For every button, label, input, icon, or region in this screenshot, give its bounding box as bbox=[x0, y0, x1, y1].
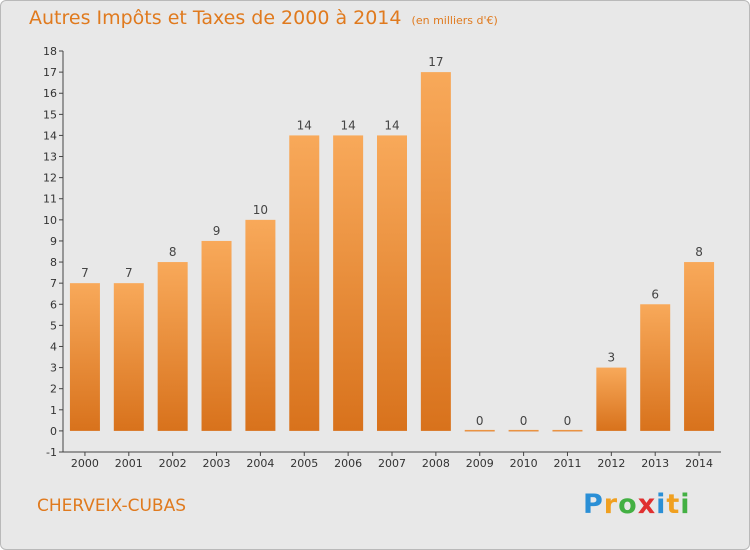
y-tick-label: 14 bbox=[43, 129, 57, 142]
y-tick-label: 10 bbox=[43, 214, 57, 227]
bar-value-label: 6 bbox=[651, 287, 659, 301]
y-tick-label: 15 bbox=[43, 108, 57, 121]
logo-letter: x bbox=[637, 489, 657, 520]
x-tick-label: 2001 bbox=[115, 457, 143, 470]
y-tick-label: -1 bbox=[46, 446, 57, 459]
bar-value-label: 10 bbox=[253, 203, 268, 217]
bar bbox=[552, 429, 583, 432]
bar-value-label: 0 bbox=[476, 414, 484, 428]
x-tick-label: 2007 bbox=[378, 457, 406, 470]
bar-value-label: 0 bbox=[564, 414, 572, 428]
y-tick-label: 11 bbox=[43, 193, 57, 206]
bar-value-label: 9 bbox=[213, 224, 221, 238]
x-tick-label: 2000 bbox=[71, 457, 99, 470]
y-tick-label: 12 bbox=[43, 172, 57, 185]
bar bbox=[640, 304, 671, 431]
bar bbox=[69, 283, 100, 431]
bar-value-label: 0 bbox=[520, 414, 528, 428]
logo-letter: i bbox=[680, 489, 691, 520]
chart-title: Autres Impôts et Taxes de 2000 à 2014 bbox=[29, 7, 402, 29]
bar bbox=[684, 262, 715, 431]
y-tick-label: 6 bbox=[50, 298, 57, 311]
bar-value-label: 7 bbox=[81, 266, 89, 280]
y-tick-label: 7 bbox=[50, 277, 57, 290]
bar-value-label: 14 bbox=[384, 118, 399, 132]
x-tick-label: 2006 bbox=[334, 457, 362, 470]
bar-value-label: 3 bbox=[608, 351, 616, 365]
bar bbox=[596, 367, 627, 431]
bar bbox=[289, 135, 320, 431]
bar-value-label: 14 bbox=[297, 118, 312, 132]
bar bbox=[420, 72, 451, 431]
logo-letter: P bbox=[583, 489, 604, 520]
bar bbox=[245, 219, 276, 431]
y-tick-label: 8 bbox=[50, 256, 57, 269]
y-tick-label: 16 bbox=[43, 87, 57, 100]
x-tick-label: 2008 bbox=[422, 457, 450, 470]
logo-letter: t bbox=[666, 489, 681, 520]
logo-letter: r bbox=[603, 489, 619, 520]
y-tick-label: 4 bbox=[50, 340, 57, 353]
chart-bars: 7 7 8 9 10 14 14 14 17 0 0 0 3 6 8 bbox=[69, 55, 715, 432]
y-tick-label: 13 bbox=[43, 151, 57, 164]
bar bbox=[333, 135, 364, 431]
y-tick-label: 5 bbox=[50, 319, 57, 332]
y-tick-label: 17 bbox=[43, 66, 57, 79]
bar-value-label: 7 bbox=[125, 266, 133, 280]
x-tick-label: 2013 bbox=[641, 457, 669, 470]
x-tick-label: 2003 bbox=[203, 457, 231, 470]
bar bbox=[508, 429, 539, 432]
bar bbox=[201, 240, 232, 431]
chart-title-block: Autres Impôts et Taxes de 2000 à 2014 (e… bbox=[29, 7, 498, 29]
y-tick-label: 18 bbox=[43, 45, 57, 58]
y-tick-label: 1 bbox=[50, 404, 57, 417]
y-tick-label: 2 bbox=[50, 383, 57, 396]
x-tick-label: 2005 bbox=[290, 457, 318, 470]
x-tick-label: 2010 bbox=[510, 457, 538, 470]
y-tick-label: 3 bbox=[50, 362, 57, 375]
x-tick-label: 2009 bbox=[466, 457, 494, 470]
bar-value-label: 14 bbox=[340, 118, 355, 132]
bar bbox=[157, 262, 188, 431]
chart-subtitle: (en milliers d'€) bbox=[411, 14, 498, 27]
logo-letter: o bbox=[618, 489, 638, 520]
x-tick-label: 2004 bbox=[246, 457, 274, 470]
proxiti-logo: Proxiti bbox=[583, 489, 691, 520]
bar bbox=[377, 135, 407, 431]
bar-value-label: 8 bbox=[695, 245, 703, 259]
bar-value-label: 17 bbox=[428, 55, 443, 69]
y-tick-label: 0 bbox=[50, 425, 57, 438]
x-tick-label: 2012 bbox=[597, 457, 625, 470]
bar-value-label: 8 bbox=[169, 245, 177, 259]
x-tick-label: 2011 bbox=[553, 457, 581, 470]
y-tick-label: 9 bbox=[50, 235, 57, 248]
x-tick-label: 2014 bbox=[685, 457, 713, 470]
bar bbox=[464, 429, 495, 432]
bar bbox=[113, 283, 144, 431]
commune-name: CHERVEIX-CUBAS bbox=[37, 496, 186, 516]
logo-letter: i bbox=[656, 489, 667, 520]
x-tick-label: 2002 bbox=[159, 457, 187, 470]
